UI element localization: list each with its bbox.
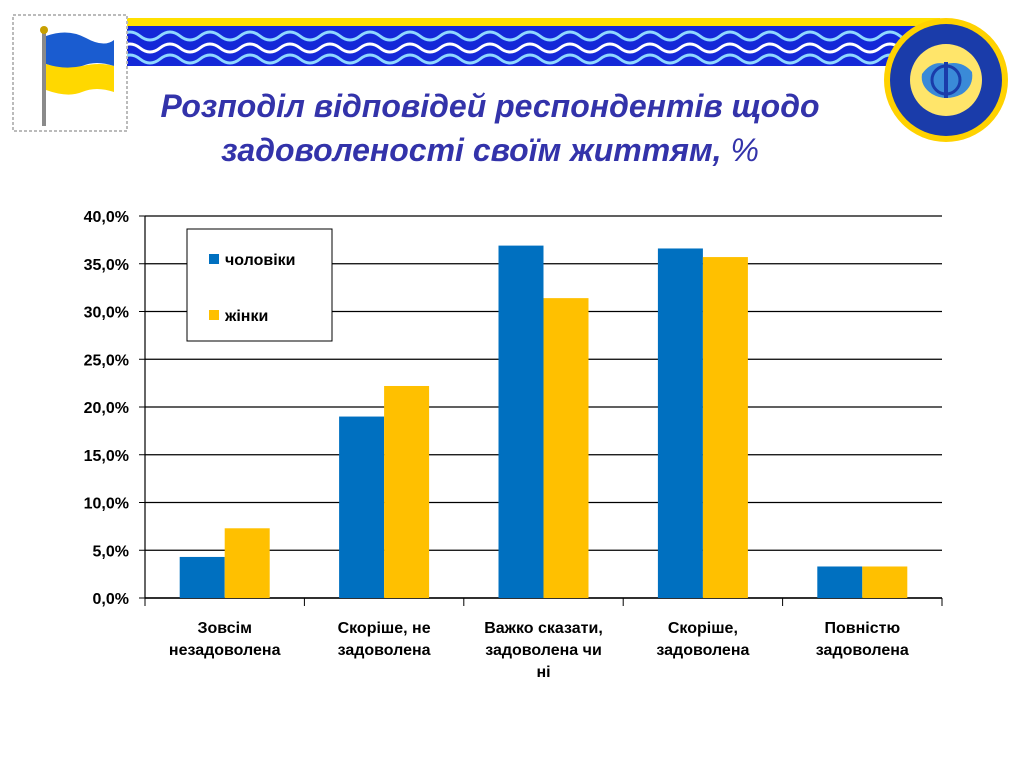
x-tick-label: Скоріше, не [338,620,431,637]
legend-label-women: жінки [224,308,268,325]
y-tick-label: 35,0% [84,257,129,274]
y-tick-label: 25,0% [84,352,129,369]
title-unit: % [721,132,759,168]
legend-label-men: чоловіки [225,252,296,269]
x-tick-label: задоволена [338,642,431,659]
x-tick-label: Важко сказати, [484,620,603,637]
title-line-1: Розподіл відповідей респондентів щодо [160,88,820,124]
bar-women [224,528,270,598]
x-tick-label: задоволена [816,642,909,659]
page-title: Розподіл відповідей респондентів щодо за… [100,84,880,172]
bar-women [862,566,908,598]
bar-women [702,257,748,598]
bar-men [179,556,225,598]
x-tick-label: Скоріше, [668,620,738,637]
legend-box [186,228,333,342]
y-tick-label: 20,0% [84,400,129,417]
wave-banner-icon [120,18,940,66]
x-tick-label: Зовсім [197,620,251,637]
title-line-2: задоволеності своїм життям, % [100,128,880,172]
title-line-2-text: задоволеності своїм життям, [221,132,722,168]
y-tick-label: 30,0% [84,305,129,322]
x-tick-label: задоволена чи [485,642,602,659]
y-tick-label: 10,0% [84,496,129,513]
bar-men [498,245,544,599]
y-tick-label: 15,0% [84,448,129,465]
x-tick-label: ні [536,664,550,681]
bar-women [543,298,589,598]
institute-emblem-icon [884,18,1008,142]
bar-women [384,385,430,598]
x-tick-label: задоволена [656,642,749,659]
x-tick-label: Повністю [824,620,900,637]
bar-men [339,416,385,598]
legend-swatch-men [209,254,219,264]
y-tick-label: 5,0% [93,543,129,560]
y-tick-label: 40,0% [84,209,129,226]
bar-men [657,248,703,598]
y-tick-label: 0,0% [93,591,129,608]
bar-men [817,566,863,598]
x-tick-label: незадоволена [169,642,281,659]
ukraine-flag-icon [12,14,128,132]
legend-swatch-women [209,310,219,320]
